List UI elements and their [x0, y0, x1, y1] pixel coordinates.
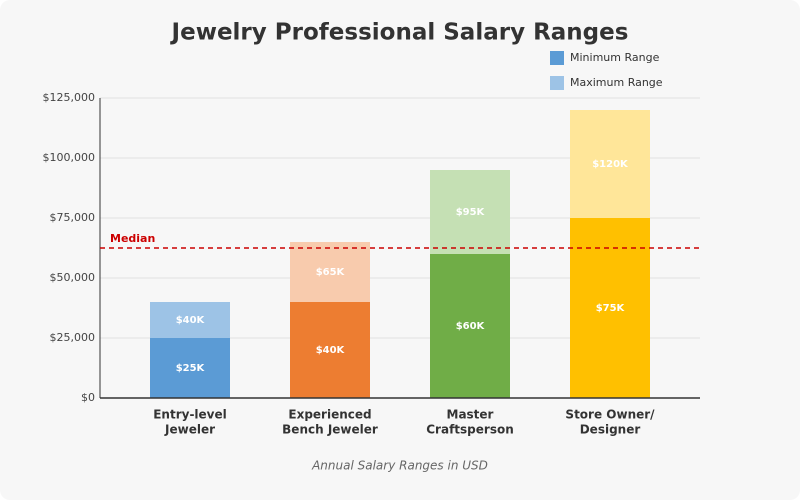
x-tick-label: Designer — [580, 423, 641, 437]
bar-max — [290, 242, 370, 302]
value-label: $95K — [456, 207, 486, 218]
value-label: $65K — [316, 267, 346, 278]
bar-min — [290, 302, 370, 398]
legend-swatch — [550, 76, 564, 90]
legend-swatch — [550, 51, 564, 65]
x-tick-label: Bench Jeweler — [282, 423, 378, 437]
chart-title: Jewelry Professional Salary Ranges — [170, 20, 629, 46]
x-tick-label: Experienced — [288, 408, 371, 422]
x-tick-label: Craftsperson — [426, 423, 514, 437]
bar-min — [150, 338, 230, 398]
median-label: Median — [110, 232, 155, 245]
bar-max — [570, 110, 650, 218]
bar-min — [430, 254, 510, 398]
y-tick-label: $0 — [81, 391, 95, 404]
value-label: $60K — [456, 321, 486, 332]
x-tick-label: Jeweler — [164, 423, 215, 437]
bar-max — [150, 302, 230, 338]
y-tick-label: $75,000 — [50, 211, 96, 224]
y-tick-label: $25,000 — [50, 331, 96, 344]
y-tick-label: $50,000 — [50, 271, 96, 284]
legend-label: Maximum Range — [570, 76, 663, 89]
legend-label: Minimum Range — [570, 51, 660, 64]
bar-max — [430, 170, 510, 254]
x-axis-title: Annual Salary Ranges in USD — [311, 459, 488, 473]
value-label: $120K — [592, 159, 629, 170]
value-label: $25K — [176, 363, 206, 374]
x-tick-label: Store Owner/ — [565, 408, 655, 422]
x-tick-label: Master — [447, 408, 494, 422]
bar-min — [570, 218, 650, 398]
value-label: $40K — [176, 315, 206, 326]
value-label: $75K — [596, 303, 626, 314]
y-tick-label: $100,000 — [43, 151, 96, 164]
x-tick-label: Entry-level — [153, 408, 227, 422]
y-tick-label: $125,000 — [43, 91, 96, 104]
value-label: $40K — [316, 345, 346, 356]
